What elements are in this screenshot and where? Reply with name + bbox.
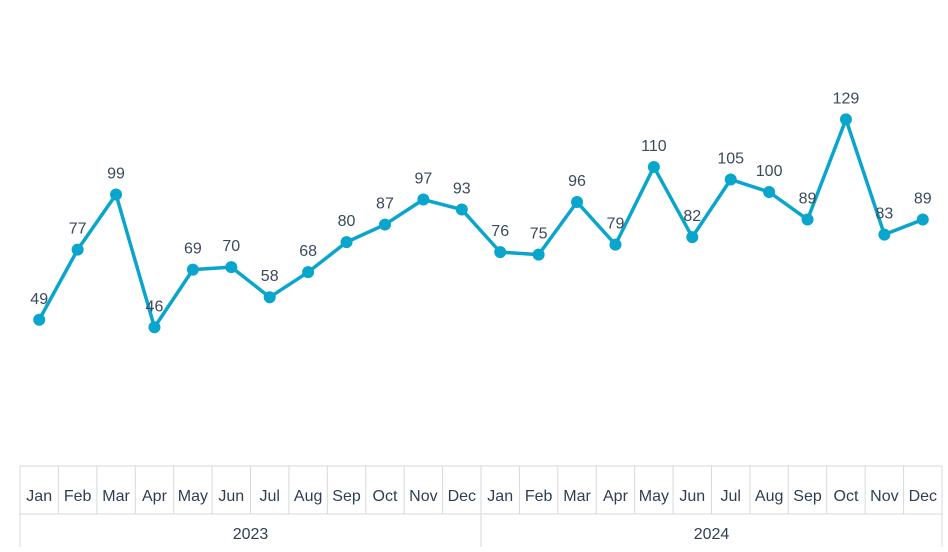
data-point (186, 263, 199, 276)
data-label: 110 (641, 138, 667, 155)
data-label: 80 (338, 213, 356, 230)
data-point (71, 243, 84, 256)
data-label: 99 (107, 166, 125, 183)
data-label: 89 (914, 191, 932, 208)
data-label: 105 (717, 150, 744, 167)
x-tick-label: Feb (525, 488, 553, 505)
x-tick-label: Aug (294, 488, 322, 505)
x-tick-label: Jul (720, 488, 740, 505)
data-label: 46 (146, 298, 164, 315)
data-point (302, 266, 315, 279)
data-label: 49 (30, 291, 48, 308)
x-tick-label: Mar (563, 488, 591, 505)
data-label: 96 (568, 173, 586, 190)
data-point (263, 291, 276, 304)
data-point (839, 113, 852, 126)
x-tick-label: Dec (448, 488, 476, 505)
x-tick-label: Apr (603, 488, 629, 505)
x-tick-label: Mar (102, 488, 130, 505)
data-point (571, 196, 584, 209)
data-point (532, 248, 545, 261)
x-tick-label: Nov (870, 488, 898, 505)
data-point (686, 231, 699, 244)
data-label: 58 (261, 268, 279, 285)
data-point (417, 193, 430, 206)
x-tick-label: Jun (679, 488, 705, 505)
series-line (37, 117, 925, 330)
x-tick-label: Jul (259, 488, 279, 505)
data-label: 82 (683, 208, 701, 225)
x-tick-label: Sep (332, 488, 361, 505)
data-point (148, 321, 161, 334)
data-point (916, 213, 929, 226)
x-group-label: 2024 (694, 526, 730, 543)
x-tick-label: Jun (218, 488, 244, 505)
x-tick-label: Sep (793, 488, 822, 505)
data-point (724, 173, 737, 186)
data-point (378, 218, 391, 231)
data-point (763, 186, 776, 198)
data-label: 79 (607, 216, 625, 233)
data-label: 129 (833, 90, 860, 107)
data-point (110, 188, 123, 201)
data-point (33, 313, 46, 326)
data-point (340, 236, 353, 249)
data-label: 97 (414, 171, 432, 188)
x-tick-label: Aug (755, 488, 783, 505)
data-label: 75 (530, 226, 548, 243)
x-tick-label: May (178, 488, 208, 505)
data-label: 100 (756, 163, 783, 180)
data-label: 87 (376, 196, 394, 213)
data-label: 68 (299, 243, 317, 260)
data-label: 83 (875, 206, 893, 223)
data-point (647, 160, 660, 173)
x-tick-label: Jan (487, 488, 513, 505)
data-point (801, 213, 814, 226)
x-tick-label: Apr (142, 488, 168, 505)
data-label: 89 (799, 191, 817, 208)
x-tick-label: Oct (373, 488, 398, 505)
x-group-label: 2023 (233, 526, 269, 543)
data-point (878, 228, 891, 241)
x-tick-label: May (639, 488, 669, 505)
data-point (455, 203, 468, 216)
data-point (225, 261, 238, 274)
category-axis: Jan Feb Mar Apr May Jun Jul Aug Sep Oct Nov Dec Jan F… (19, 465, 943, 547)
data-label: 93 (453, 181, 471, 198)
data-point (494, 246, 507, 259)
x-tick-label: Nov (409, 488, 437, 505)
data-point (609, 238, 622, 251)
data-label: 69 (184, 241, 202, 258)
x-tick-label: Feb (64, 488, 92, 505)
x-tick-label: Jan (26, 488, 52, 505)
data-label: 70 (222, 238, 240, 255)
x-tick-label: Dec (909, 488, 937, 505)
data-label: 76 (491, 223, 509, 240)
data-label: 77 (69, 221, 87, 238)
x-tick-label: Oct (834, 488, 859, 505)
